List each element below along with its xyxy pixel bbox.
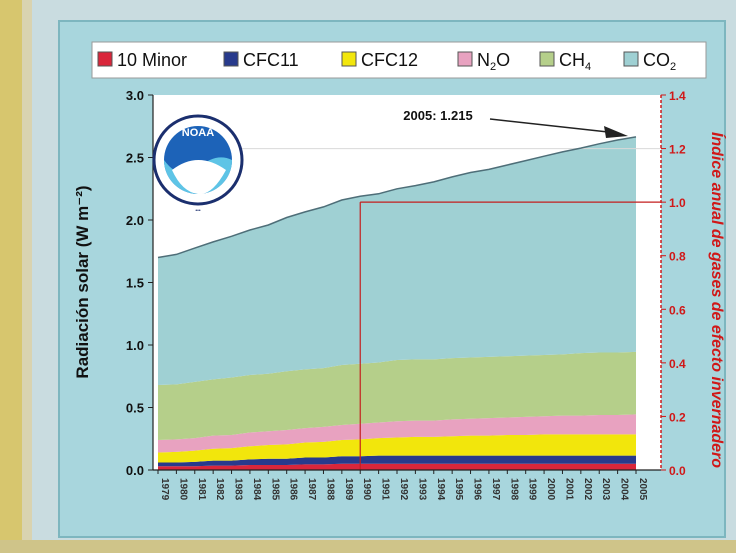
legend-swatch xyxy=(223,51,239,67)
y2-tick-label: 1.2 xyxy=(669,143,686,157)
legend-label-main: CFC12 xyxy=(361,50,418,70)
y2-tick-label: 0.4 xyxy=(669,357,686,371)
total-line xyxy=(157,136,637,259)
x-tick-label: 1992 xyxy=(398,478,409,501)
legend-label: CO2 xyxy=(643,50,676,73)
legend-label-main: N xyxy=(477,50,490,70)
y2-tick-label: 1.4 xyxy=(669,89,686,103)
x-tick-label: 2004 xyxy=(619,478,630,501)
y-tick-label: 0.0 xyxy=(126,463,144,478)
legend: 10 Minor CFC11 CFC12 N2O CH4 CO2 xyxy=(91,41,707,79)
y2-tick-label: 0.2 xyxy=(669,410,686,424)
legend-item-cfc12: CFC12 xyxy=(341,50,418,70)
x-tick-label: 1982 xyxy=(214,478,225,501)
legend-label-main: CO xyxy=(643,50,670,70)
y-tick-label: 1.0 xyxy=(126,338,144,353)
x-tick-label: 1986 xyxy=(288,478,299,501)
legend-item-minor: 10 Minor xyxy=(97,50,187,70)
x-tick-label: 1983 xyxy=(233,478,244,501)
y-axis-title: Radiación solar (W m⁻²) xyxy=(73,185,92,378)
y-axis-ticks-left: 0.0 0.5 1.0 1.5 2.0 2.5 3.0 xyxy=(126,88,153,478)
x-tick-label: 1987 xyxy=(306,478,317,501)
x-tick-label: 1989 xyxy=(343,478,354,501)
x-tick-label: 1984 xyxy=(251,478,262,501)
x-tick-label: 1998 xyxy=(508,478,519,501)
x-tick-label: 1985 xyxy=(269,478,280,501)
left-decor-strip xyxy=(0,0,22,553)
area-layers xyxy=(158,136,636,470)
x-tick-label: 2002 xyxy=(582,478,593,501)
noaa-logo: NOAA ••• xyxy=(152,114,244,214)
left-decor-strip-inner xyxy=(22,0,32,553)
legend-swatch xyxy=(539,51,555,67)
legend-label-subscript: 2 xyxy=(490,61,496,73)
x-tick-label: 1993 xyxy=(416,478,427,501)
x-tick-label: 1980 xyxy=(177,478,188,501)
legend-swatch xyxy=(97,51,113,67)
x-tick-label: 2000 xyxy=(545,478,556,501)
y2-tick-label: 0.6 xyxy=(669,303,686,317)
legend-item-co2: CO2 xyxy=(623,50,676,73)
y-tick-label: 0.5 xyxy=(126,401,144,416)
annotation-arrow-line xyxy=(489,118,609,133)
x-tick-label: 2001 xyxy=(563,478,574,501)
legend-label-main: CFC11 xyxy=(243,50,299,70)
y-tick-label: 3.0 xyxy=(126,88,144,103)
x-tick-label: 2003 xyxy=(600,478,611,501)
area-ch4 xyxy=(158,351,636,440)
bottom-decor-band xyxy=(0,540,736,553)
legend-label: N2O xyxy=(477,50,510,73)
annotation-label: 2005: 1.215 xyxy=(403,108,472,123)
x-tick-label: 1981 xyxy=(196,478,207,501)
area-minor xyxy=(158,463,636,470)
legend-label-tail: O xyxy=(496,50,510,70)
total-forcing-line xyxy=(157,136,637,259)
legend-swatch xyxy=(623,51,639,67)
x-tick-label: 1988 xyxy=(324,478,335,501)
legend-label-main: CH xyxy=(559,50,585,70)
y-tick-label: 1.5 xyxy=(126,276,144,291)
legend-swatch xyxy=(457,51,473,67)
y2-axis-title: Índice anual de gases de efecto invernad… xyxy=(708,132,727,468)
legend-label-subscript: 4 xyxy=(585,61,591,73)
y2-tick-label: 0.8 xyxy=(669,250,686,264)
legend-label: 10 Minor xyxy=(117,50,187,70)
legend-swatch xyxy=(341,51,357,67)
area-cfc12 xyxy=(158,434,636,463)
area-co2 xyxy=(158,136,636,385)
legend-label: CH4 xyxy=(559,50,591,73)
x-tick-label: 1996 xyxy=(472,478,483,501)
annotation-arrowhead xyxy=(604,126,628,138)
x-tick-label: 1994 xyxy=(435,478,446,501)
x-tick-label: 1999 xyxy=(527,478,538,501)
legend-label-subscript: 2 xyxy=(670,61,676,73)
legend-label-main: 10 Minor xyxy=(117,50,187,70)
legend-label: CFC11 xyxy=(243,50,299,70)
y-axis-ticks-right: 0.0 0.2 0.4 0.6 0.8 1.0 1.2 1.4 xyxy=(661,89,686,478)
y2-tick-label: 0.0 xyxy=(669,464,686,478)
legend-box xyxy=(91,41,707,79)
x-axis-ticks: 1979 1980 1981 1982 1983 1984 1985 1986 1987 1988… xyxy=(157,470,648,501)
legend-item-ch4: CH4 xyxy=(539,50,591,73)
area-n2o xyxy=(158,414,636,453)
x-tick-label: 2005 xyxy=(637,478,648,501)
x-tick-label: 1979 xyxy=(159,478,170,501)
y2-tick-label: 1.0 xyxy=(669,196,686,210)
x-tick-label: 1990 xyxy=(361,478,372,501)
y-tick-label: 2.0 xyxy=(126,213,144,228)
x-tick-label: 1991 xyxy=(380,478,391,501)
area-cfc11 xyxy=(158,455,636,467)
legend-item-cfc11: CFC11 xyxy=(223,50,299,70)
legend-item-n2o: N2O xyxy=(457,50,510,73)
noaa-logo-text: NOAA xyxy=(182,127,214,139)
x-tick-label: 1995 xyxy=(453,478,464,501)
y-tick-label: 2.5 xyxy=(126,151,144,166)
logo-ring-text-decor: ••• xyxy=(195,208,201,214)
legend-label: CFC12 xyxy=(361,50,418,70)
x-tick-label: 1997 xyxy=(490,478,501,501)
